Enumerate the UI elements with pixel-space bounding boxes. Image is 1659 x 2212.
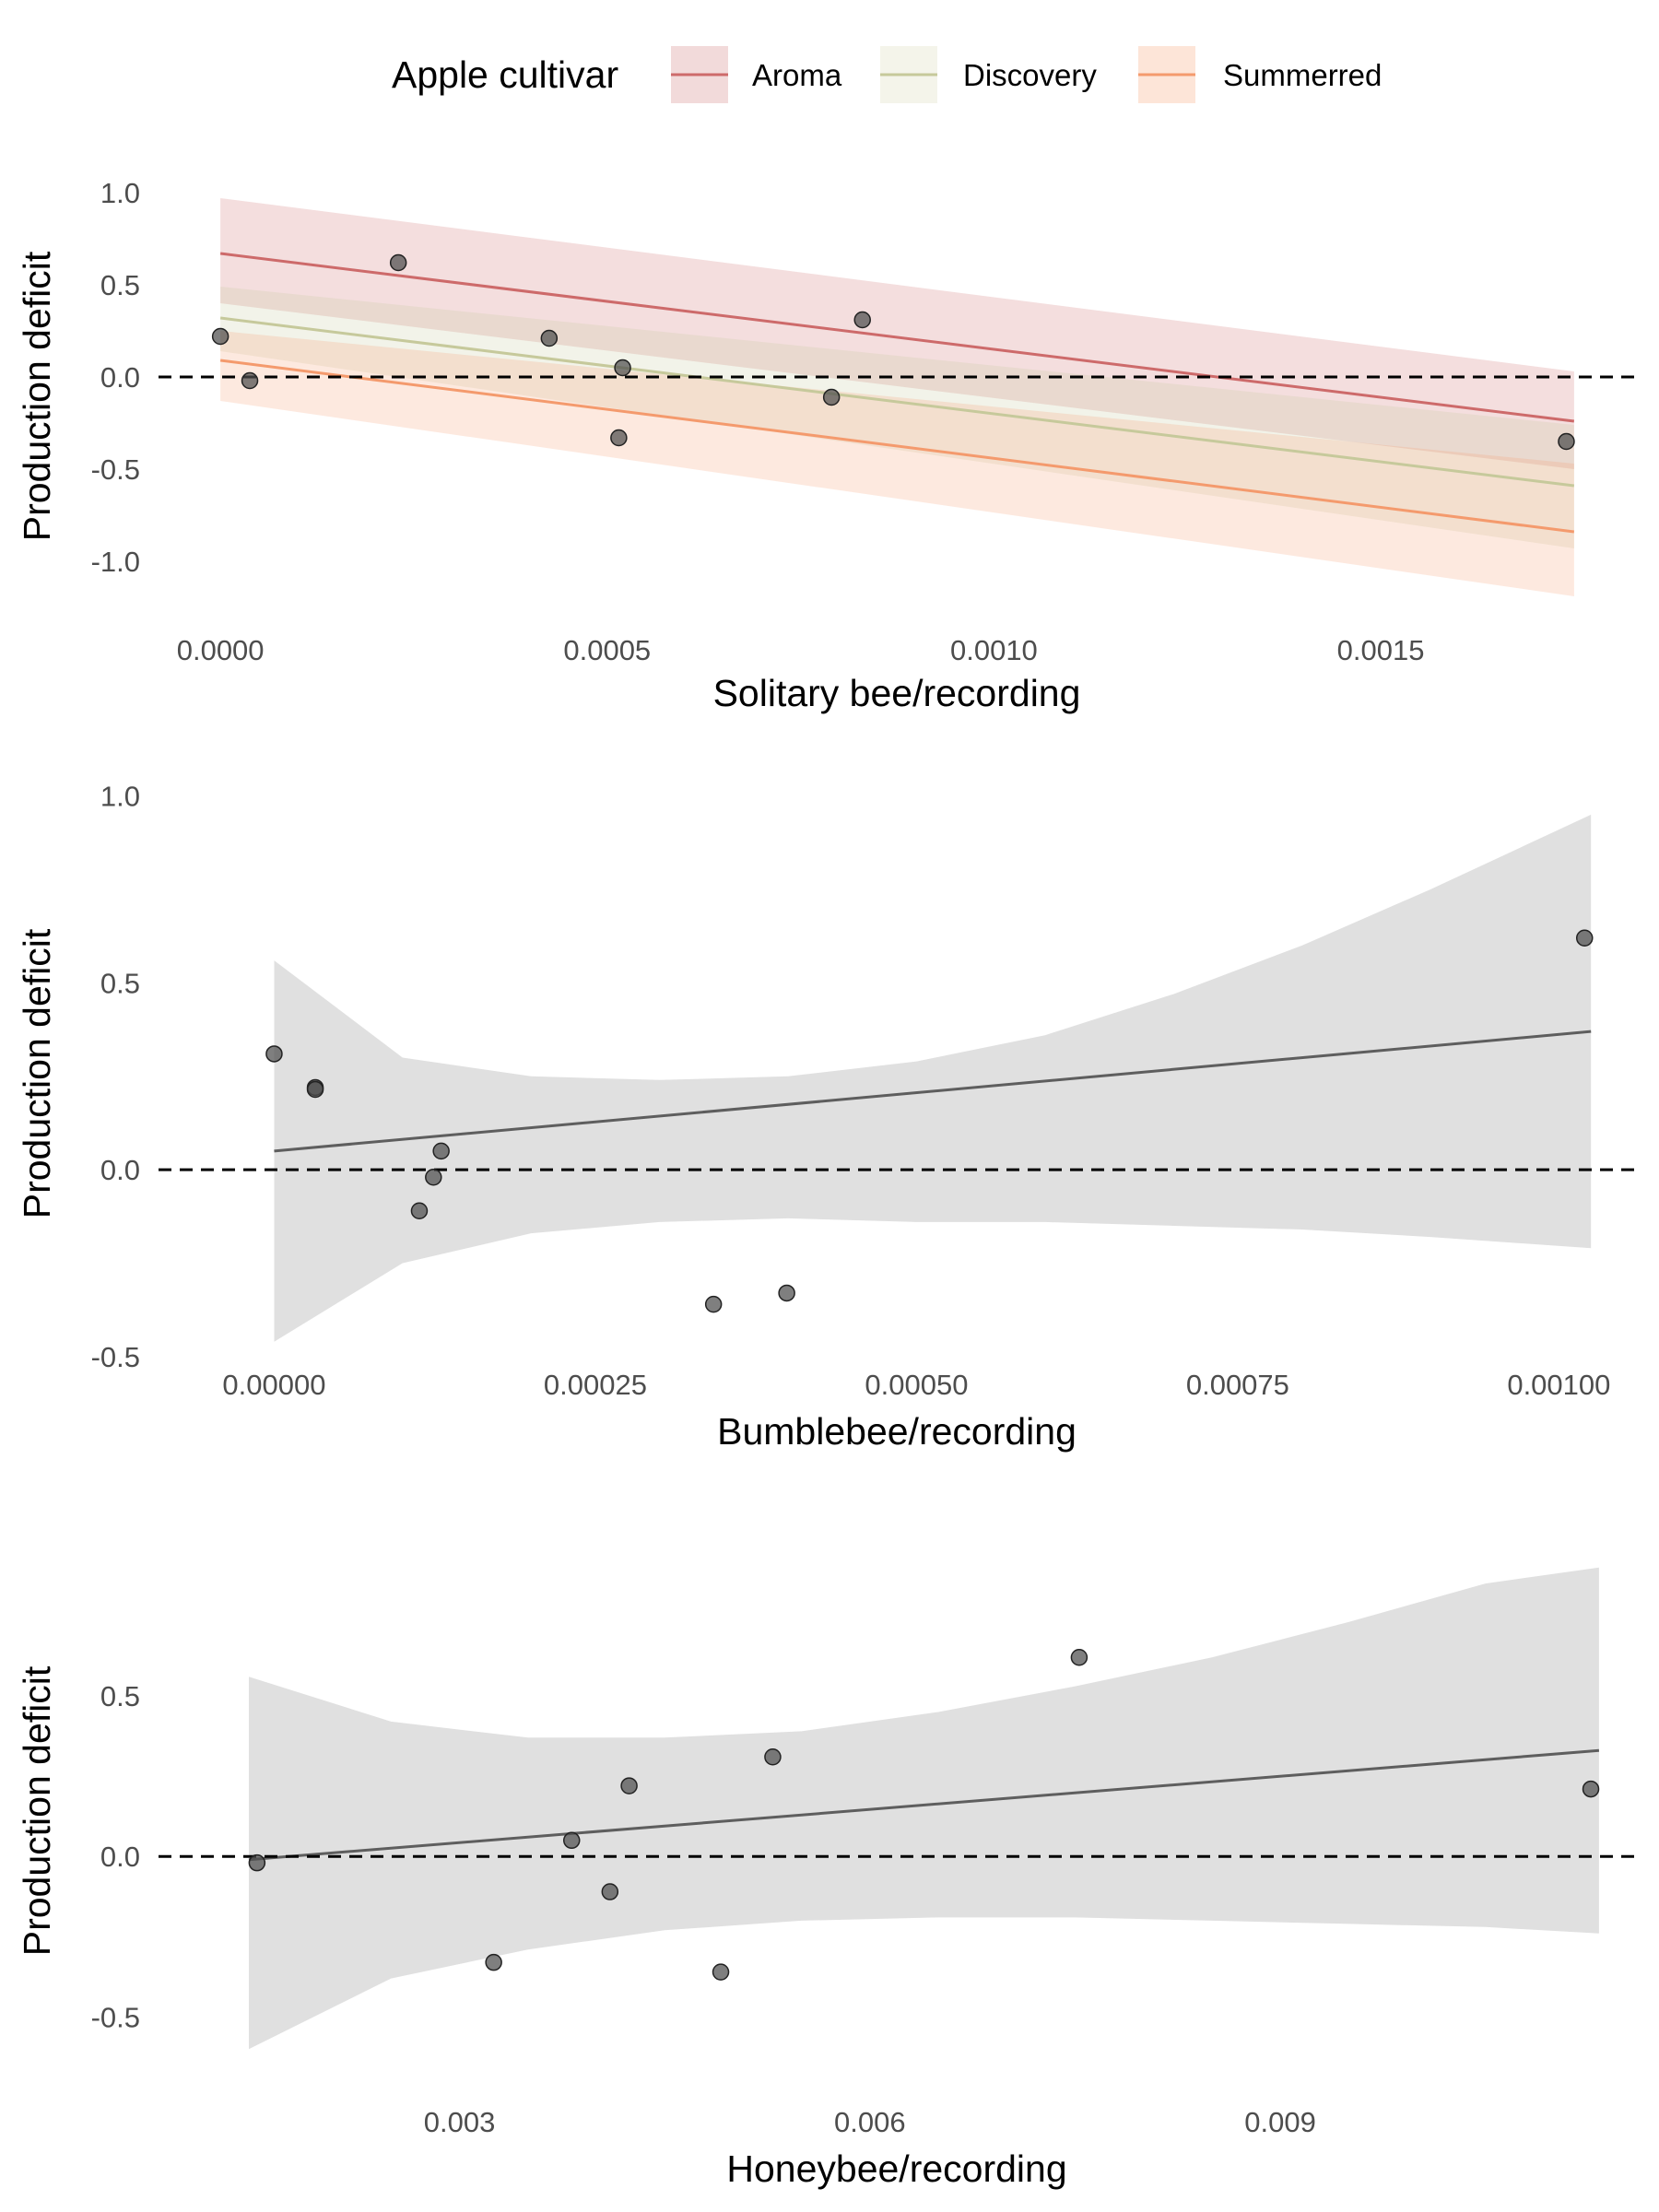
- data-point: [1575, 929, 1594, 947]
- data-point: [425, 1169, 442, 1186]
- y-tick-label: 1.0: [100, 177, 140, 209]
- legend: Apple cultivar Aroma Discovery Summerred: [392, 46, 1382, 103]
- data-point: [620, 1777, 638, 1794]
- panel-bumblebee: 1.0 0.5 0.0 -0.5 0.00000 0.00025 0.00050 0.0007…: [16, 781, 1636, 1453]
- legend-label-aroma: Aroma: [752, 58, 842, 92]
- x-axis-title: Solitary bee/recording: [713, 672, 1081, 714]
- data-point: [248, 1853, 266, 1872]
- y-tick-label: 0.5: [100, 1680, 140, 1712]
- plot-area: 0.5 0.0 -0.5 0.003 0.006 0.009: [91, 1567, 1636, 2138]
- panel-honeybee: 0.5 0.0 -0.5 0.003 0.006 0.009 Honeybee/recor…: [16, 1567, 1636, 2190]
- x-tick-label: 0.00100: [1507, 1369, 1610, 1401]
- y-axis-title: Production deficit: [16, 928, 58, 1218]
- x-tick-label: 0.00050: [865, 1369, 968, 1401]
- data-point: [410, 1202, 429, 1219]
- data-point: [1070, 1649, 1088, 1666]
- data-point: [562, 1831, 581, 1850]
- x-tick-label: 0.0000: [177, 634, 265, 666]
- confidence-band-discovery: [220, 287, 1574, 548]
- legend-label-summerred: Summerred: [1223, 58, 1382, 92]
- legend-title: Apple cultivar: [392, 53, 618, 96]
- fit-line: [248, 1748, 1600, 1862]
- x-tick-label: 0.00025: [544, 1369, 647, 1401]
- y-tick-label: -0.5: [91, 453, 140, 486]
- fit-line-aroma: [219, 252, 1575, 423]
- data-point: [712, 1963, 730, 1981]
- data-point: [241, 371, 259, 390]
- data-point: [306, 1080, 324, 1099]
- confidence-band-summerred: [220, 331, 1574, 596]
- data-point: [614, 359, 631, 377]
- data-point: [485, 1953, 502, 1971]
- data-point: [601, 1883, 619, 1900]
- data-point: [1558, 432, 1575, 451]
- data-point: [540, 329, 559, 347]
- data-point: [432, 1142, 450, 1160]
- x-tick-label: 0.006: [834, 2106, 906, 2138]
- data-point: [389, 253, 407, 272]
- data-point: [1582, 1780, 1600, 1798]
- fit-line: [274, 1030, 1592, 1153]
- y-tick-label: 0.5: [100, 269, 140, 301]
- y-tick-label: 0.0: [100, 1841, 140, 1873]
- data-point: [265, 1045, 283, 1063]
- data-point: [853, 311, 871, 329]
- x-axis-title: Bumblebee/recording: [717, 1410, 1077, 1453]
- data-point: [764, 1747, 782, 1766]
- y-axis-title: Production deficit: [16, 1665, 58, 1956]
- y-tick-label: 0.0: [100, 1154, 140, 1186]
- y-tick-label: 1.0: [100, 781, 140, 813]
- confidence-band-aroma: [220, 198, 1574, 469]
- fit-line-summerred: [219, 359, 1575, 534]
- plot-area: 1.0 0.5 0.0 -0.5 -1.0 0.0000 0.0005 0.0010 0.001…: [91, 177, 1636, 666]
- x-tick-label: 0.0010: [950, 634, 1038, 666]
- y-axis-title: Production deficit: [16, 251, 58, 541]
- x-tick-label: 0.0005: [563, 634, 651, 666]
- x-tick-label: 0.00000: [222, 1369, 325, 1401]
- panel-solitary-bee: 1.0 0.5 0.0 -0.5 -1.0 0.0000 0.0005 0.0010 0.001…: [16, 177, 1636, 714]
- data-point: [704, 1295, 723, 1313]
- x-tick-label: 0.0015: [1337, 634, 1425, 666]
- fit-line-discovery: [219, 316, 1575, 488]
- data-point: [211, 327, 229, 346]
- plot-area: 1.0 0.5 0.0 -0.5 0.00000 0.00025 0.00050 0.0007…: [91, 781, 1636, 1401]
- data-point: [822, 388, 841, 406]
- confidence-band: [274, 814, 1592, 1342]
- x-tick-label: 0.00075: [1186, 1369, 1289, 1401]
- data-point: [778, 1284, 795, 1302]
- x-tick-label: 0.009: [1244, 2106, 1316, 2138]
- y-tick-label: -0.5: [91, 2001, 140, 2033]
- y-tick-label: 0.0: [100, 361, 140, 394]
- confidence-band: [249, 1567, 1599, 2050]
- y-tick-label: -1.0: [91, 546, 140, 578]
- x-tick-label: 0.003: [424, 2106, 496, 2138]
- x-axis-title: Honeybee/recording: [726, 2147, 1066, 2190]
- data-point: [610, 429, 628, 447]
- y-tick-label: 0.5: [100, 967, 140, 999]
- y-tick-label: -0.5: [91, 1341, 140, 1373]
- legend-label-discovery: Discovery: [963, 58, 1097, 92]
